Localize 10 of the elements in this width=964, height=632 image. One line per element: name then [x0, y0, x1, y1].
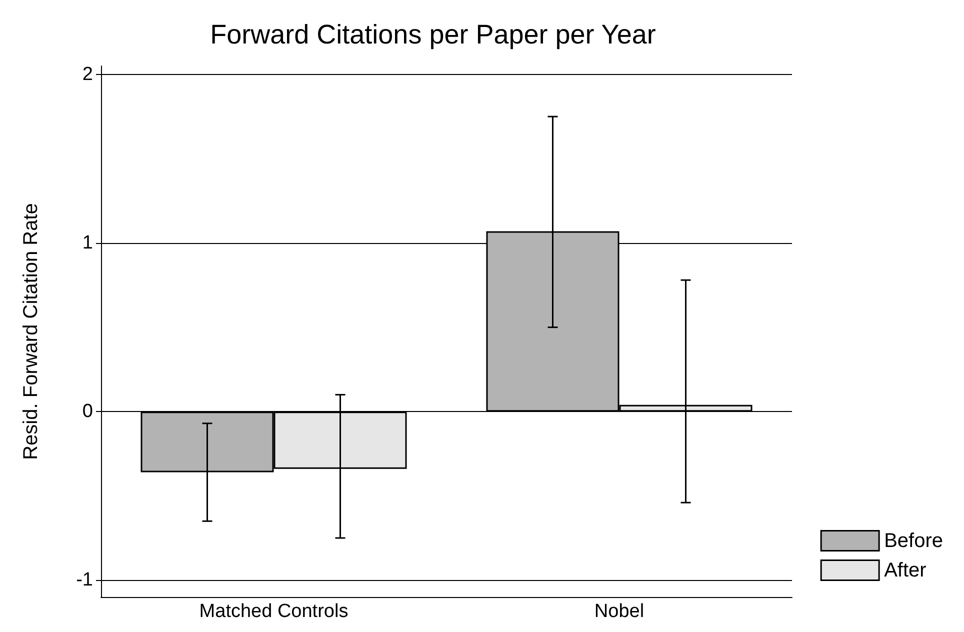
chart-title: Forward Citations per Paper per Year — [210, 20, 656, 50]
legend-label: Before — [884, 530, 944, 552]
y-tick-label: 0 — [82, 401, 93, 422]
y-tick-label: -1 — [76, 570, 93, 591]
y-axis-title: Resid. Forward Citation Rate — [20, 203, 42, 460]
y-tick-label: 1 — [82, 232, 93, 254]
y-tick-label: 2 — [82, 64, 93, 85]
x-tick-label: Matched Controls — [199, 601, 348, 622]
legend-label: After — [884, 559, 927, 582]
x-tick-label: Nobel — [594, 601, 644, 622]
